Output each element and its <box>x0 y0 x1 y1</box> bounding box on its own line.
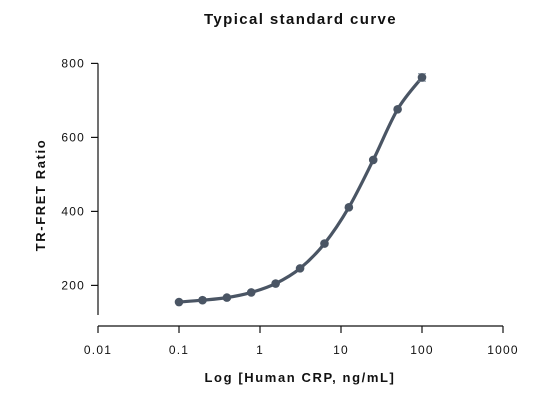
x-axis-label: Log [Human CRP, ng/mL] <box>205 370 396 385</box>
x-tick-label: 100 <box>410 343 434 357</box>
x-tick-label: 1000 <box>487 343 519 357</box>
chart-title: Typical standard curve <box>203 11 398 28</box>
data-point <box>344 203 354 212</box>
data-point <box>222 293 232 302</box>
data-point <box>393 104 402 114</box>
y-tick-label: 600 <box>61 130 85 144</box>
x-tick-label: 0.1 <box>169 343 189 357</box>
y-tick-label: 800 <box>61 56 85 70</box>
y-tick-label: 400 <box>61 204 85 218</box>
data-point <box>174 297 184 307</box>
y-axis-label: TR-FRET Ratio <box>33 139 48 252</box>
data-point <box>198 295 207 305</box>
data-point <box>295 264 305 273</box>
x-tick-label: 10 <box>333 343 349 357</box>
data-point <box>246 288 256 297</box>
data-point <box>368 155 378 165</box>
x-tick-label: 0.01 <box>84 343 112 357</box>
x-tick-label: 1 <box>256 343 264 357</box>
y-tick-label: 200 <box>61 278 85 292</box>
data-point <box>417 73 427 82</box>
data-point <box>320 239 329 248</box>
data-point <box>271 279 280 288</box>
